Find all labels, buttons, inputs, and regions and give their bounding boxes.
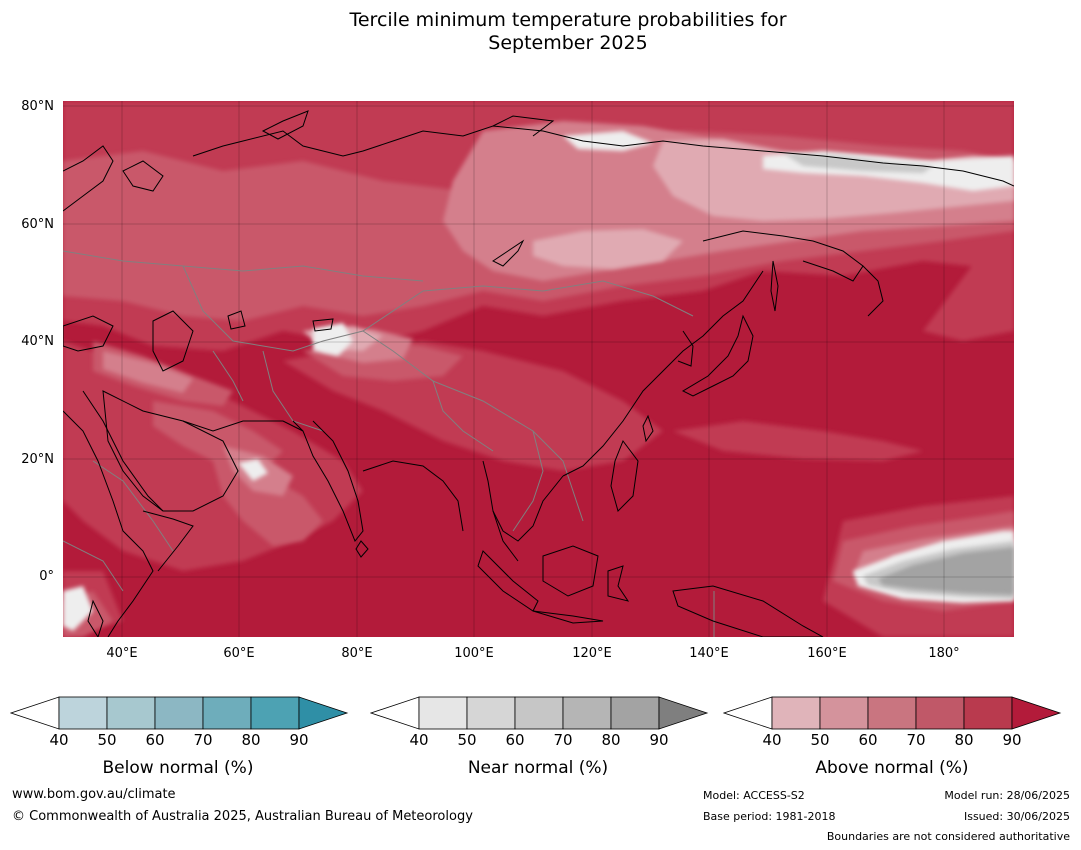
lat-label-0: 0° bbox=[39, 569, 54, 584]
colorbar-segment bbox=[915, 696, 965, 730]
colorbar-svg bbox=[369, 696, 709, 730]
colorbar-tick-label: 80 bbox=[954, 731, 974, 749]
colorbar-high-extend bbox=[1011, 696, 1062, 730]
colorbar-segment bbox=[819, 696, 869, 730]
lon-label-120e: 120°E bbox=[572, 646, 612, 661]
lon-label-80e: 80°E bbox=[341, 646, 373, 661]
lon-label-60e: 60°E bbox=[223, 646, 255, 661]
colorbar-tick-label: 90 bbox=[289, 731, 309, 749]
colorbar-tick-label: 50 bbox=[457, 731, 477, 749]
lon-label-140e: 140°E bbox=[689, 646, 729, 661]
colorbar-below-normal-title: Below normal (%) bbox=[102, 758, 254, 778]
colorbar-segment bbox=[202, 696, 252, 730]
footer-disclaimer: Boundaries are not considered authoritat… bbox=[826, 830, 1070, 843]
colorbar-near-normal: 40 50 60 70 80 90 bbox=[369, 690, 710, 750]
colorbar-tick-label: 50 bbox=[810, 731, 830, 749]
footer-copyright: © Commonwealth of Australia 2025, Austra… bbox=[12, 809, 473, 824]
colorbar-tick-label: 50 bbox=[97, 731, 117, 749]
colorbar-tick-label: 90 bbox=[649, 731, 669, 749]
colorbar-above-normal: 40 50 60 70 80 90 bbox=[722, 690, 1063, 750]
colorbar-tick-label: 60 bbox=[505, 731, 525, 749]
colorbar-tick-label: 70 bbox=[193, 731, 213, 749]
footer-base-period: Base period: 1981-2018 bbox=[703, 810, 836, 823]
colorbar-below-normal: 40 50 60 70 80 90 bbox=[9, 690, 350, 750]
title-line-1: Tercile minimum temperature probabilitie… bbox=[349, 9, 787, 31]
colorbar-tick-label: 70 bbox=[553, 731, 573, 749]
footer-model: Model: ACCESS-S2 bbox=[703, 789, 805, 802]
lon-label-160e: 160°E bbox=[807, 646, 847, 661]
footer-issued: Issued: 30/06/2025 bbox=[963, 810, 1070, 823]
chart-title: Tercile minimum temperature probabilitie… bbox=[0, 9, 1081, 55]
colorbar-tick-label: 60 bbox=[145, 731, 165, 749]
map-canvas bbox=[63, 101, 1014, 637]
colorbar-svg bbox=[722, 696, 1062, 730]
colorbar-segment bbox=[418, 696, 468, 730]
colorbar-low-extend bbox=[369, 696, 420, 730]
colorbar-tick-label: 40 bbox=[49, 731, 69, 749]
coastlines bbox=[63, 110, 1014, 637]
colorbar-segment bbox=[466, 696, 516, 730]
colorbar-tick-label: 90 bbox=[1002, 731, 1022, 749]
country-borders bbox=[63, 250, 715, 637]
colorbar-segment bbox=[610, 696, 660, 730]
colorbar-high-extend bbox=[298, 696, 349, 730]
title-line-2: September 2025 bbox=[488, 32, 648, 54]
colorbar-tick-label: 80 bbox=[601, 731, 621, 749]
colorbar-segment bbox=[514, 696, 564, 730]
colorbar-tick-label: 40 bbox=[409, 731, 429, 749]
band-near-dark-gray bbox=[878, 547, 1014, 595]
colorbar-low-extend bbox=[722, 696, 773, 730]
colorbar-segment bbox=[58, 696, 108, 730]
lat-label-20n: 20°N bbox=[21, 452, 54, 467]
colorbar-segment bbox=[250, 696, 300, 730]
colorbar-segment bbox=[106, 696, 156, 730]
colorbar-segment bbox=[963, 696, 1013, 730]
lon-label-180: 180° bbox=[928, 646, 960, 661]
lat-label-80n: 80°N bbox=[21, 99, 54, 114]
colorbar-tick-label: 60 bbox=[858, 731, 878, 749]
colorbar-segment bbox=[154, 696, 204, 730]
graticule bbox=[63, 101, 1014, 637]
colorbar-segment bbox=[562, 696, 612, 730]
probability-map bbox=[63, 101, 1014, 637]
lon-label-100e: 100°E bbox=[454, 646, 494, 661]
colorbar-above-normal-title: Above normal (%) bbox=[815, 758, 969, 778]
colorbar-tick-label: 80 bbox=[241, 731, 261, 749]
lat-label-40n: 40°N bbox=[21, 334, 54, 349]
colorbar-segment bbox=[867, 696, 917, 730]
colorbar-high-extend bbox=[658, 696, 709, 730]
colorbar-near-normal-title: Near normal (%) bbox=[467, 758, 609, 778]
colorbar-segment bbox=[771, 696, 821, 730]
colorbar-low-extend bbox=[9, 696, 60, 730]
footer-url: www.bom.gov.au/climate bbox=[12, 787, 176, 802]
colorbar-tick-label: 70 bbox=[906, 731, 926, 749]
colorbar-tick-label: 40 bbox=[762, 731, 782, 749]
colorbar-svg bbox=[9, 696, 349, 730]
lat-label-60n: 60°N bbox=[21, 217, 54, 232]
lon-label-40e: 40°E bbox=[106, 646, 138, 661]
footer-model-run: Model run: 28/06/2025 bbox=[944, 789, 1070, 802]
